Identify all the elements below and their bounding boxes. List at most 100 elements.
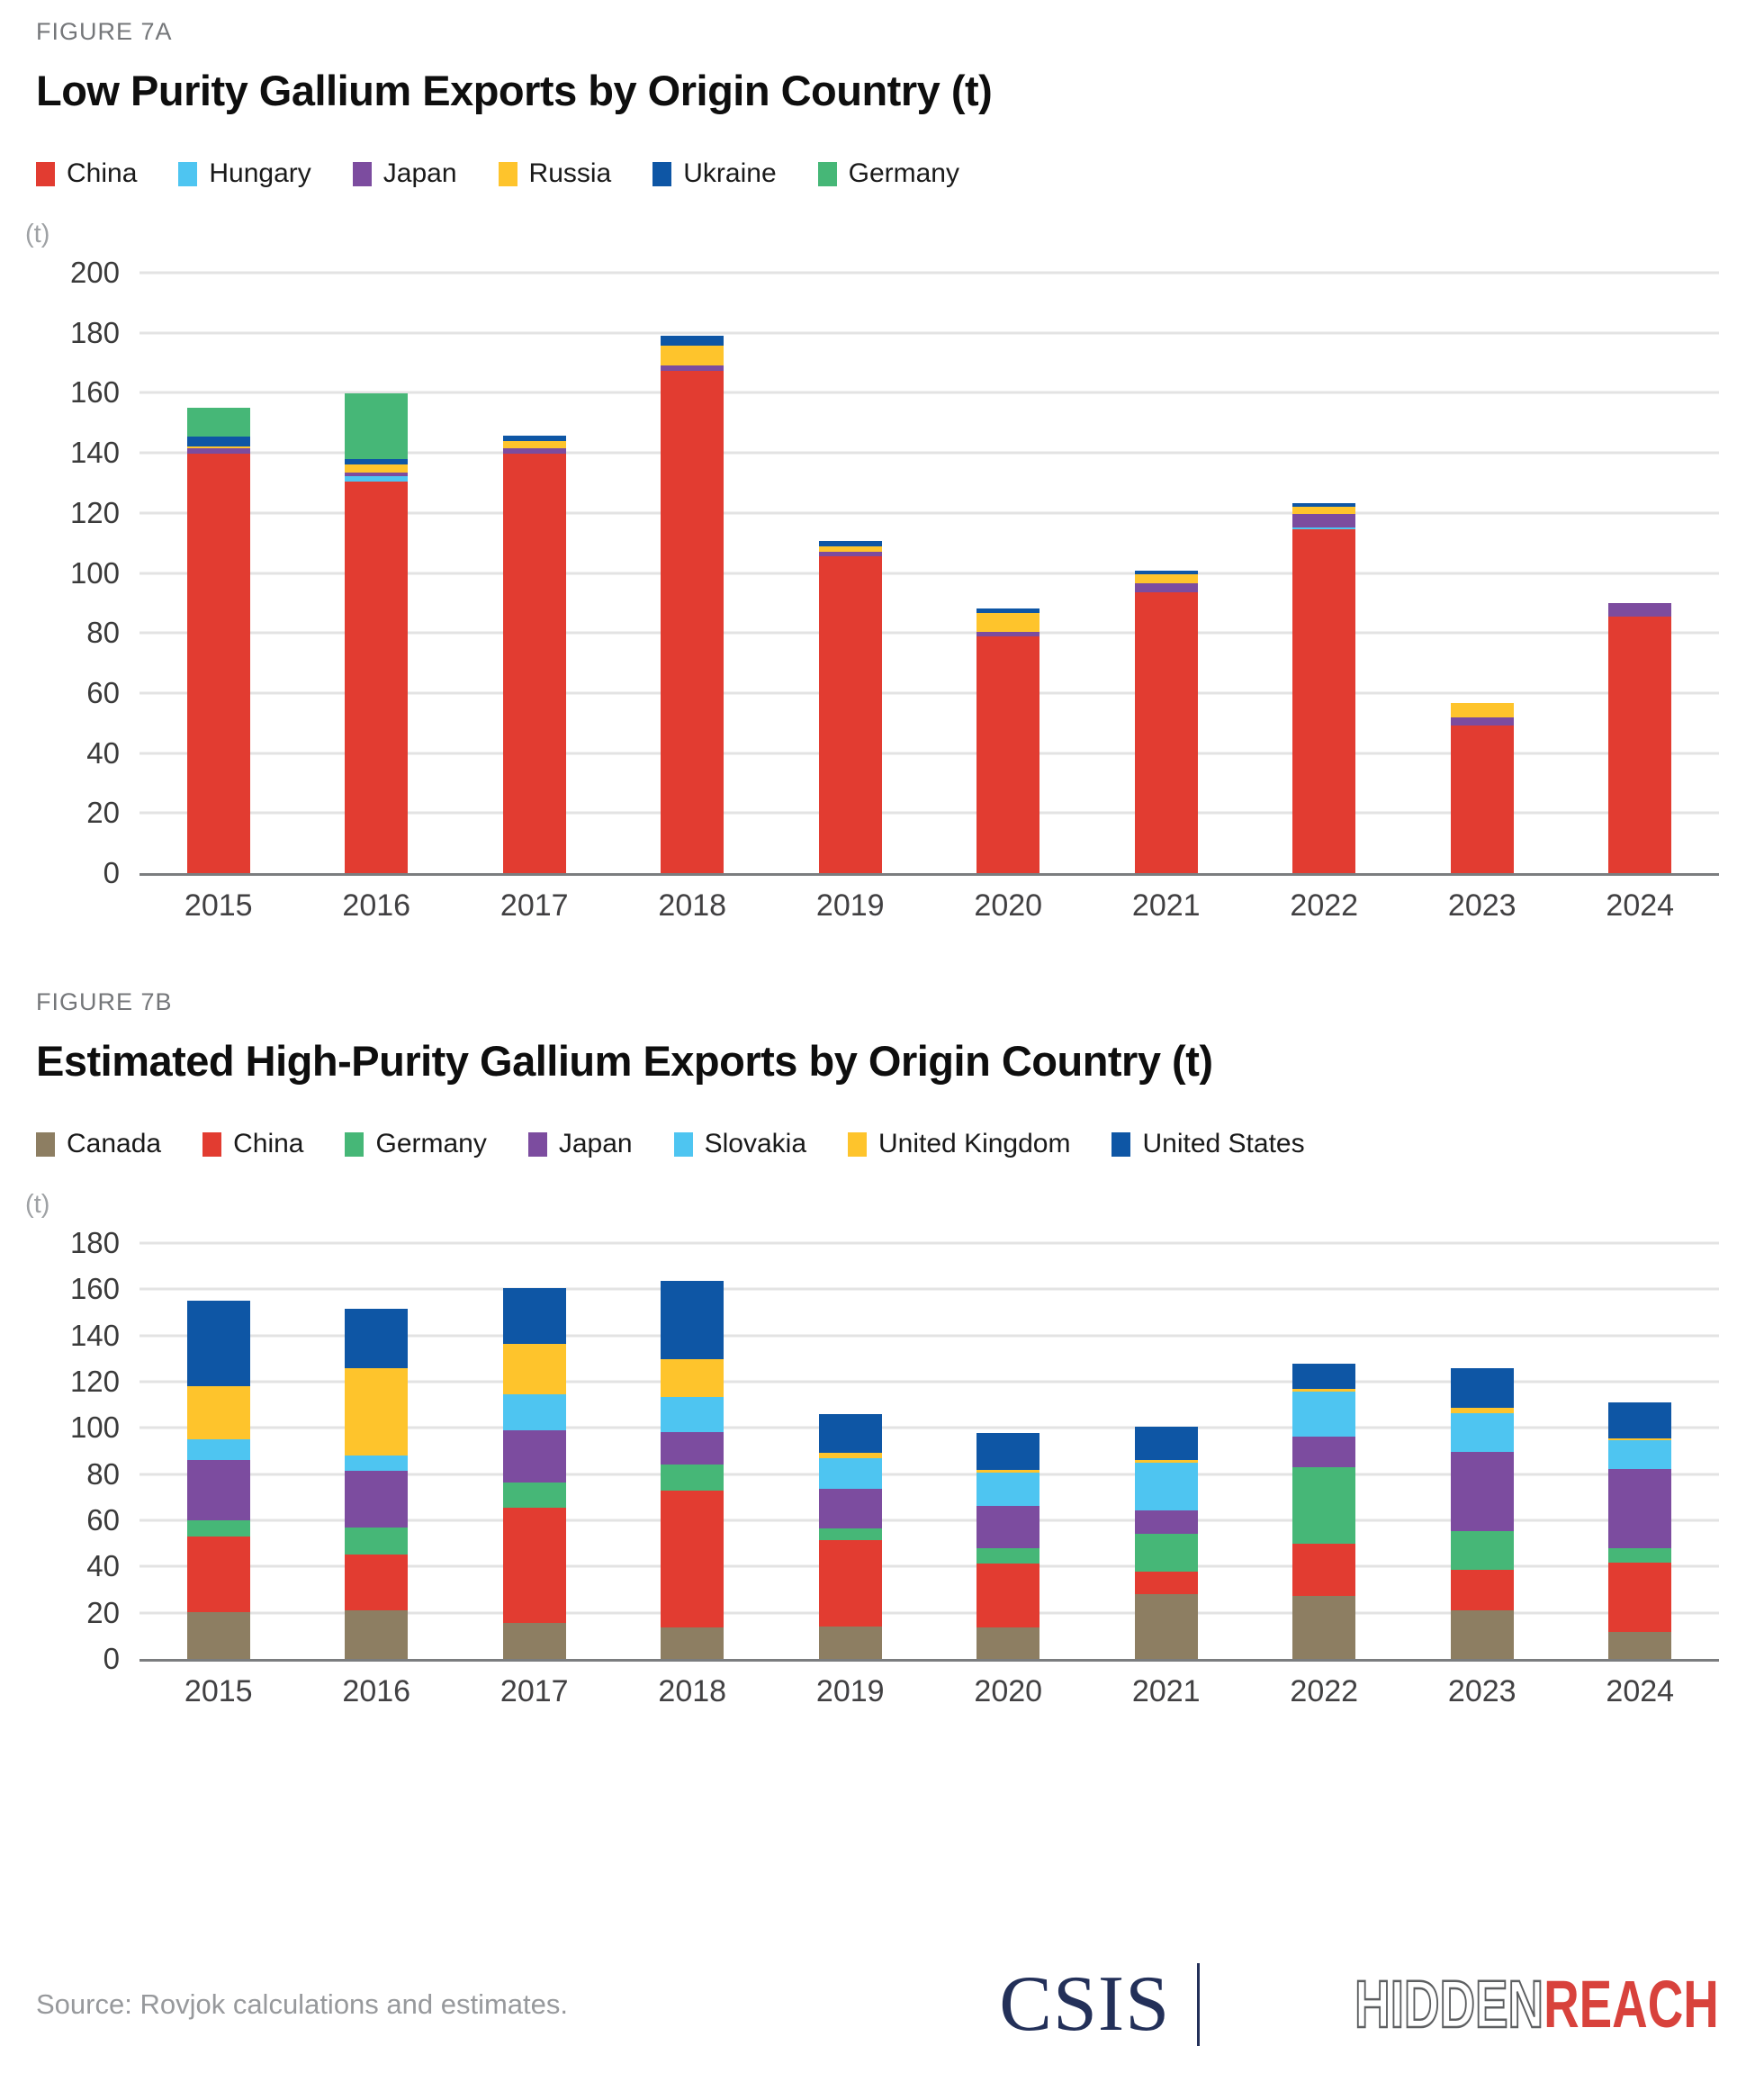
bar-segment-2019-china — [818, 1540, 882, 1627]
y-tick-label-200: 200 — [69, 256, 120, 289]
bar-segment-2020-china — [976, 1564, 1040, 1628]
bar-segment-2019-japan — [818, 1489, 882, 1529]
logo-divider — [1197, 1962, 1201, 2046]
bar-segment-2015-slovakia — [186, 1438, 250, 1461]
legend-item-hungary: Hungary — [178, 158, 311, 189]
bar-segment-2024-germany — [1608, 1548, 1672, 1563]
bar-segment-2018-united-kingdom — [661, 1358, 724, 1398]
bar-segment-2017-china — [502, 1508, 566, 1623]
legend-label: Ukraine — [683, 158, 777, 188]
stacked-bar-2021 — [1134, 1426, 1198, 1659]
bar-segment-2020-slovakia — [976, 1473, 1040, 1506]
legend-item-germany: Germany — [817, 158, 959, 189]
gridline-40 — [140, 1564, 1719, 1568]
bar-segment-2020-china — [976, 636, 1040, 873]
bar-segment-2018-japan — [661, 1432, 724, 1465]
legend-item-china: China — [202, 1129, 303, 1159]
bar-segment-2019-china — [818, 556, 882, 873]
bar-segment-2017-united-states — [502, 1288, 566, 1344]
y-tick-label-140: 140 — [69, 1318, 120, 1352]
bar-segment-2017-japan — [502, 1429, 566, 1483]
stacked-bar-2017 — [502, 436, 566, 873]
legend-swatch-japan — [352, 161, 372, 186]
bar-slot-2022 — [1246, 1243, 1404, 1659]
figure-7a-chart: 0 20 40 60 80 100 120 140 160 180 200 2015 2016 2017… — [36, 256, 1719, 924]
x-tick-label-2015: 2015 — [184, 888, 253, 923]
figure-7b-chart: 0 20 40 60 80 100 120 140 160 180 2015 2016 2017 201… — [36, 1226, 1719, 1709]
x-tick-label-2021: 2021 — [1131, 1674, 1201, 1708]
x-tick-label-2017: 2017 — [500, 888, 569, 923]
bar-segment-2022-hungary — [1292, 527, 1356, 530]
legend-item-japan: Japan — [352, 158, 457, 189]
stacked-bar-2018 — [661, 335, 724, 873]
bar-segment-2022-united-states — [1292, 1363, 1356, 1390]
bar-segment-2024-canada — [1608, 1632, 1672, 1659]
reach-logo-text: REACH — [1544, 1966, 1719, 2041]
source-note: Source: Rovjok calculations and estimate… — [36, 1987, 569, 2020]
legend-swatch-hungary — [178, 161, 198, 186]
figure-7a-unit-label: (t) — [25, 220, 50, 248]
bar-segment-2015-ukraine — [186, 436, 250, 447]
legend-label: China — [233, 1129, 304, 1158]
y-tick-label-100: 100 — [69, 555, 120, 590]
bar-segment-2015-china — [186, 1537, 250, 1613]
y-tick-label-80: 80 — [86, 616, 120, 650]
x-tick-label-2022: 2022 — [1290, 1674, 1359, 1708]
y-tick-label-0: 0 — [103, 856, 120, 889]
legend-item-ukraine: Ukraine — [652, 158, 777, 189]
stacked-bar-2020 — [976, 1433, 1040, 1659]
bar-segment-2017-germany — [502, 1482, 566, 1509]
bar-segment-2018-canada — [661, 1627, 724, 1659]
legend-label: Germany — [375, 1129, 487, 1158]
bar-segment-2022-japan — [1292, 1437, 1356, 1467]
bar-segment-2016-ukraine — [345, 459, 409, 465]
bar-segment-2015-germany — [186, 1520, 250, 1537]
bar-segment-2022-china — [1292, 1544, 1356, 1597]
bar-segment-2023-china — [1450, 725, 1514, 873]
bar-segment-2017-slovakia — [502, 1393, 566, 1430]
bar-slot-2016 — [298, 273, 456, 873]
legend-swatch-slovakia — [673, 1131, 693, 1157]
legend-swatch-united-states — [1112, 1131, 1131, 1157]
gridline-80 — [140, 631, 1719, 635]
bar-segment-2021-japan — [1134, 1510, 1198, 1534]
bar-segment-2024-japan — [1608, 603, 1672, 617]
stacked-bar-2023 — [1450, 702, 1514, 873]
y-tick-label-20: 20 — [86, 1595, 120, 1629]
bar-segment-2019-germany — [818, 1528, 882, 1541]
figure-7b-unit-label: (t) — [25, 1190, 50, 1219]
y-tick-label-80: 80 — [86, 1456, 120, 1491]
hiddenreach-logo: HIDDEN REACH — [1354, 1963, 1719, 2047]
legend-item-germany: Germany — [345, 1129, 487, 1159]
y-tick-label-140: 140 — [69, 436, 120, 470]
x-tick-label-2023: 2023 — [1447, 1674, 1516, 1708]
x-tick-label-2015: 2015 — [184, 1674, 253, 1708]
bar-segment-2017-russia — [502, 440, 566, 448]
legend-label: Japan — [558, 1129, 633, 1158]
legend-label: United States — [1142, 1129, 1305, 1158]
bar-slot-2023 — [1403, 273, 1562, 873]
y-tick-label-160: 160 — [69, 375, 120, 410]
bar-segment-2024-japan — [1608, 1469, 1672, 1549]
gridline-160 — [140, 1287, 1719, 1291]
y-tick-label-60: 60 — [86, 675, 120, 709]
y-tick-label-160: 160 — [69, 1272, 120, 1306]
legend-label: Slovakia — [704, 1129, 807, 1158]
figure-7a-legend: China Hungary Japan Russia Ukraine Germany — [36, 158, 1719, 189]
bar-segment-2015-russia — [186, 446, 250, 449]
stacked-bar-2018 — [661, 1281, 724, 1659]
bar-segment-2016-china — [345, 1554, 409, 1610]
stacked-bar-2016 — [345, 1309, 409, 1659]
bar-segment-2021-china — [1134, 592, 1198, 873]
bar-segment-2024-china — [1608, 617, 1672, 873]
stacked-bar-2021 — [1134, 571, 1198, 873]
bar-segment-2016-united-states — [345, 1309, 409, 1369]
bar-slot-2018 — [614, 1243, 772, 1659]
bar-segment-2021-china — [1134, 1572, 1198, 1594]
bar-segment-2015-japan — [186, 1460, 250, 1521]
bar-segment-2015-germany — [186, 408, 250, 437]
x-tick-label-2020: 2020 — [974, 888, 1043, 923]
y-tick-label-180: 180 — [69, 1226, 120, 1259]
bar-segment-2021-germany — [1134, 1533, 1198, 1573]
bar-segment-2020-united-kingdom — [976, 1469, 1040, 1474]
